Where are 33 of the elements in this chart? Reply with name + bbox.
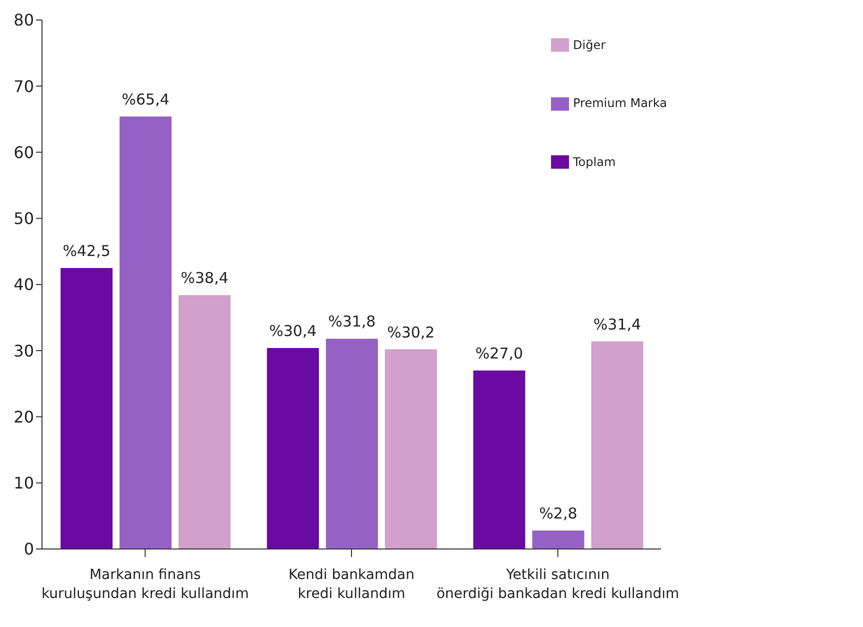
y-tick-label: 70 bbox=[14, 76, 34, 96]
bar bbox=[60, 268, 113, 549]
bar bbox=[266, 348, 319, 549]
data-label: %2,8 bbox=[539, 504, 578, 522]
y-tick-label: 40 bbox=[14, 275, 34, 294]
bar bbox=[326, 338, 378, 549]
data-label: %30,4 bbox=[269, 322, 317, 340]
x-tick-label: Yetkili satıcının önerdiği bankadan kredi kullandım bbox=[436, 567, 680, 602]
y-tick-label: 30 bbox=[14, 341, 34, 360]
legend-label: Premium Marka bbox=[573, 96, 667, 110]
x-tick-label: Markanın finans kuruluşundan kredi kullandım bbox=[41, 567, 249, 602]
y-tick-label: 20 bbox=[14, 407, 34, 426]
y-tick-label: 80 bbox=[14, 10, 34, 30]
bar bbox=[532, 530, 584, 549]
bar bbox=[120, 116, 172, 549]
y-tick-label: 0 bbox=[24, 540, 34, 559]
bar bbox=[473, 370, 526, 549]
data-label: %42,5 bbox=[62, 242, 110, 260]
bar bbox=[591, 341, 644, 549]
legend-label: Toplam bbox=[573, 154, 616, 169]
data-label: %27,0 bbox=[475, 344, 524, 362]
y-tick-label: 10 bbox=[14, 474, 34, 493]
y-tick-label: 50 bbox=[14, 209, 34, 228]
bar bbox=[178, 295, 231, 549]
x-tick-label: Kendi bankamdan kredi kullandım bbox=[288, 567, 414, 602]
data-label: %38,4 bbox=[180, 269, 228, 288]
legend-label: Diğer bbox=[573, 38, 606, 52]
data-label: %31,8 bbox=[328, 312, 376, 331]
y-tick-label: 60 bbox=[14, 142, 34, 162]
data-label: %31,4 bbox=[593, 315, 642, 334]
data-label: %65,4 bbox=[122, 90, 170, 109]
bar bbox=[384, 349, 437, 549]
data-label: %30,2 bbox=[387, 323, 435, 342]
